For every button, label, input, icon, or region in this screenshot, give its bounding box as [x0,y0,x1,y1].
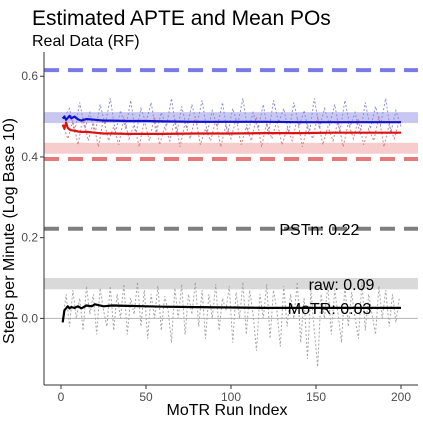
chart-subtitle: Real Data (RF) [32,33,140,50]
raw-series-0 [62,116,400,148]
x-tick-label-0: 0 [58,390,65,404]
band-1 [44,142,418,154]
annotation-2: MoTR: 0.03 [288,301,372,318]
chart-title: Estimated APTE and Mean POs [32,7,331,30]
x-tick-label-3: 150 [306,390,326,404]
x-tick-label-1: 50 [139,390,153,404]
band-2 [44,278,418,290]
y-tick-label-1: 0.2 [21,231,38,245]
y-axis-label: Steps per Minute (Log Base 10) [1,118,18,344]
plot-area: 0 50 100 150 200 0.0 0.2 0.4 0.6 PSTn: 0.22 raw: 0… [21,52,418,404]
x-tick-label-4: 200 [391,390,411,404]
x-tick-label-2: 100 [221,390,241,404]
series-line-1 [61,121,401,135]
series-line-2 [61,303,401,323]
y-tick-label-0: 0.0 [21,311,38,325]
y-tick-label-2: 0.4 [21,150,38,164]
y-tick-label-3: 0.6 [21,69,38,83]
annotation-0: PSTn: 0.22 [279,222,359,239]
annotation-1: raw: 0.09 [309,277,375,294]
series-line-0 [61,114,401,124]
x-axis-label: MoTR Run Index [167,402,288,419]
